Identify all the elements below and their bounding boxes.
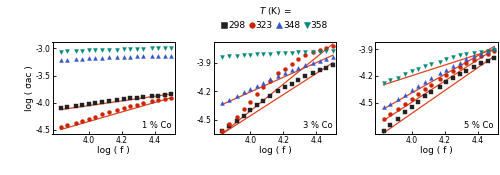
X-axis label: log ( f ): log ( f ) <box>258 146 292 155</box>
Legend: 298, 323, 348, 358: 298, 323, 348, 358 <box>220 3 330 32</box>
Text: 1 % Co: 1 % Co <box>142 121 171 130</box>
X-axis label: log ( f ): log ( f ) <box>420 146 452 155</box>
X-axis label: log ( f ): log ( f ) <box>98 146 130 155</box>
Text: 5 % Co: 5 % Co <box>464 121 494 130</box>
Y-axis label: log ( σac ): log ( σac ) <box>25 65 34 111</box>
Text: 3 % Co: 3 % Co <box>303 121 332 130</box>
